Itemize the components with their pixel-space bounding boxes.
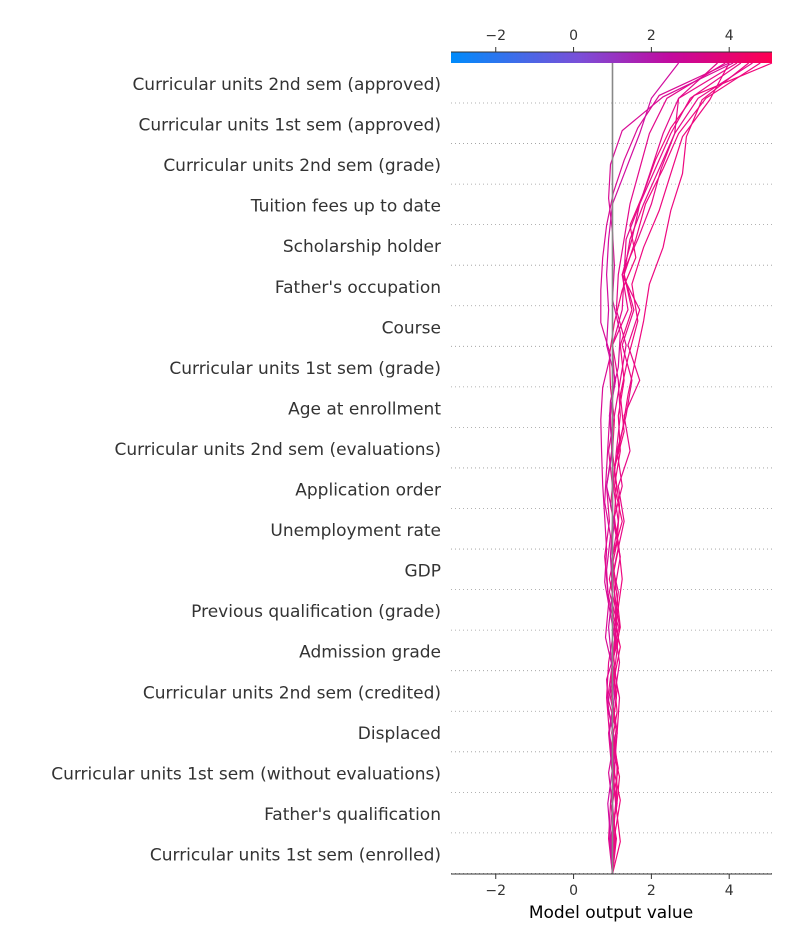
tick-marks: −2 −2 0 0 2 2 4 4 (485, 28, 733, 899)
feature-label: Father's occupation (275, 278, 441, 298)
decision-lines (600, 62, 773, 875)
decision-line (607, 62, 738, 875)
feature-label: Curricular units 1st sem (enrolled) (150, 845, 441, 865)
feature-label: Scholarship holder (283, 237, 441, 257)
decision-line (608, 62, 773, 875)
feature-label: Course (382, 318, 441, 338)
feature-label: Age at enrollment (288, 399, 441, 419)
decision-line (604, 62, 734, 875)
feature-label: Curricular units 2nd sem (credited) (143, 683, 441, 703)
feature-label: Curricular units 1st sem (approved) (138, 116, 441, 136)
feature-label: Previous qualification (grade) (191, 602, 441, 622)
decision-line (611, 62, 761, 875)
x-axis-label: Model output value (529, 903, 693, 923)
top-tick-label: −2 (485, 28, 506, 44)
decision-line (609, 62, 750, 875)
bottom-tick-label: −2 (485, 883, 506, 899)
top-tick-label: 0 (569, 28, 578, 44)
feature-label: Tuition fees up to date (250, 197, 441, 217)
feature-label: Curricular units 1st sem (without evalua… (51, 764, 441, 784)
feature-label: Curricular units 2nd sem (approved) (132, 75, 441, 95)
feature-label: Displaced (358, 724, 441, 744)
feature-label: Application order (295, 481, 441, 501)
bottom-tick-label: 0 (569, 883, 578, 899)
top-tick-label: 2 (647, 28, 656, 44)
top-tick-label: 4 (725, 28, 734, 44)
decision-line (611, 62, 742, 875)
feature-label: Curricular units 2nd sem (grade) (163, 156, 441, 176)
feature-label: Father's qualification (264, 805, 441, 825)
feature-label: Curricular units 2nd sem (evaluations) (114, 440, 441, 460)
feature-label: Curricular units 1st sem (grade) (169, 359, 441, 379)
decision-line (605, 62, 680, 875)
bottom-tick-label: 2 (647, 883, 656, 899)
feature-label: Unemployment rate (270, 521, 441, 541)
decision-line (604, 62, 718, 875)
feature-label: GDP (404, 562, 441, 582)
colorbar (451, 52, 772, 63)
feature-label: Admission grade (299, 643, 441, 663)
bottom-tick-label: 4 (725, 883, 734, 899)
decision-line (609, 62, 753, 875)
decision-line (607, 62, 726, 875)
decision-line (608, 62, 730, 875)
axes (451, 51, 772, 875)
feature-labels: Curricular units 2nd sem (approved) Curri… (51, 75, 441, 865)
